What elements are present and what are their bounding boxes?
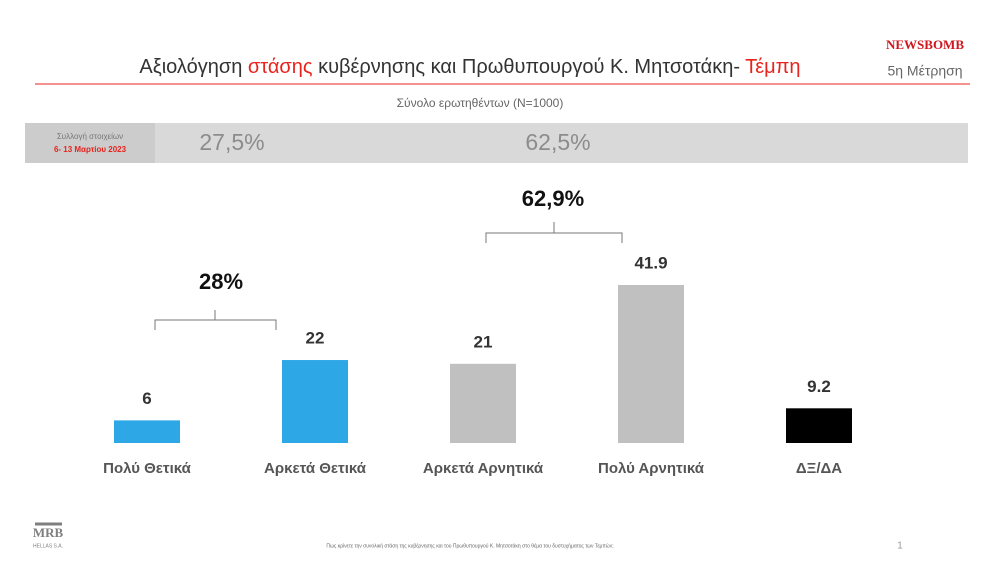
title-part: Τέμπη [745,56,800,78]
previous-value: 62,5% [525,129,590,155]
previous-band [25,123,968,163]
category-label: Πολύ Θετικά [103,460,192,477]
bar [282,360,348,443]
value-label: 6 [142,389,151,408]
previous-date: 6- 13 Μαρτίου 2023 [54,145,127,154]
group-bracket [154,310,277,330]
company-logo: MRB [33,525,64,540]
wave-label: 5η Μέτρηση [887,63,962,79]
bar [114,420,180,443]
category-label: Αρκετά Αρνητικά [423,460,544,477]
category-label: Πολύ Αρνητικά [598,460,705,477]
bar [618,285,684,443]
group-label: 28% [199,269,243,294]
group-label: 62,9% [522,186,584,211]
category-label: ΔΞ/ΔΑ [796,460,842,477]
title-part: Αξιολόγηση [139,56,247,78]
bar [786,408,852,443]
page-number: 1 [897,541,903,552]
chart-title: Αξιολόγηση στάσης κυβέρνησης και Πρωθυπο… [139,56,800,78]
company-sub: HELLAS S.A. [33,543,63,549]
value-label: 41.9 [634,253,667,272]
title-part: κυβέρνησης και Πρωθυπουργού Κ. Μητσοτάκη… [313,56,746,78]
brand-logo: NEWSBOMB [886,37,964,52]
bars: 6 Πολύ Θετικά 22 Αρκετά Θετικά 21 Αρκετά Αρνη… [103,253,852,477]
value-label: 21 [474,332,493,351]
previous-label-box [25,123,155,163]
previous-label: Συλλογή στοιχείων [57,132,123,141]
group-bracket [485,222,623,243]
footnote: Πως κρίνετε την συνολική στάση της κυβέρ… [326,542,613,549]
subtitle: Σύνολο ερωτηθέντων (N=1000) [397,96,564,110]
previous-value: 27,5% [199,129,264,155]
bar [450,363,516,443]
category-label: Αρκετά Θετικά [264,460,367,477]
value-label: 22 [306,329,325,348]
title-part: στάσης [248,56,313,78]
value-label: 9.2 [807,377,831,396]
